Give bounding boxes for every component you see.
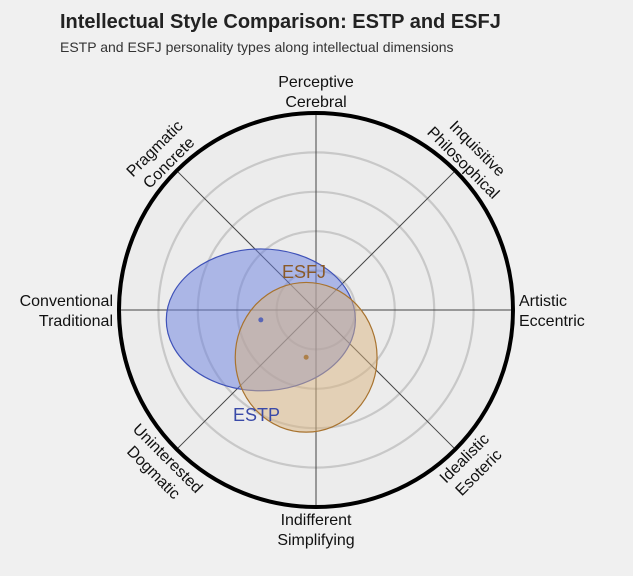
- chart-subtitle: ESTP and ESFJ personality types along in…: [60, 39, 454, 55]
- axis-label-text: Eccentric: [519, 313, 585, 330]
- axis-label-7: Conventional Traditional: [20, 293, 113, 330]
- axis-label-text: Indifferent: [281, 512, 352, 529]
- series-label-estp: ESTP: [233, 405, 280, 425]
- axis-label-5: Indifferent Simplifying: [277, 512, 354, 549]
- outer-ring: [117, 111, 515, 509]
- axis-label-text: Cerebral: [285, 94, 346, 111]
- chart-title: Intellectual Style Comparison: ESTP and …: [60, 11, 501, 33]
- axis-label-3: Artistic Eccentric: [519, 293, 585, 330]
- axis-label-text: Artistic: [519, 293, 567, 310]
- axis-label-1: Perceptive Cerebral: [278, 74, 354, 111]
- series-center-esfj: [303, 354, 309, 360]
- series-center-estp: [258, 317, 264, 323]
- series-label-esfj: ESFJ: [282, 262, 326, 282]
- axis-label-text: Perceptive: [278, 74, 354, 91]
- plot-area: ESTPESFJPerceptiveCerebralInquisitivePhi…: [20, 74, 585, 549]
- axis-label-text: Simplifying: [277, 532, 354, 549]
- axis-label-text: Conventional: [20, 293, 113, 310]
- axis-label-text: Traditional: [39, 313, 113, 330]
